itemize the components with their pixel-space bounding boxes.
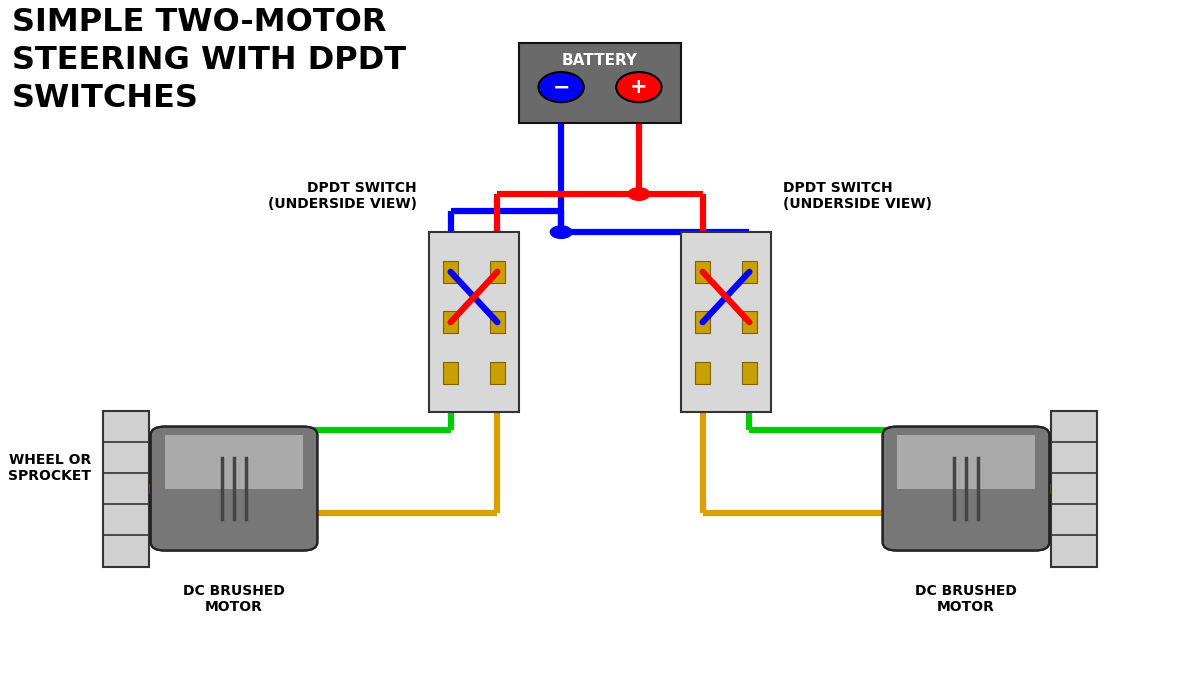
FancyBboxPatch shape — [695, 261, 710, 283]
FancyBboxPatch shape — [898, 435, 1034, 489]
FancyBboxPatch shape — [520, 43, 682, 123]
Text: SIMPLE TWO-MOTOR
STEERING WITH DPDT
SWITCHES: SIMPLE TWO-MOTOR STEERING WITH DPDT SWIT… — [12, 7, 406, 114]
Text: DPDT SWITCH
(UNDERSIDE VIEW): DPDT SWITCH (UNDERSIDE VIEW) — [784, 181, 932, 211]
Circle shape — [628, 188, 649, 200]
FancyBboxPatch shape — [682, 232, 772, 412]
Bar — [1051, 410, 1097, 567]
FancyBboxPatch shape — [695, 311, 710, 333]
Text: WHEEL OR
SPROCKET: WHEEL OR SPROCKET — [8, 453, 91, 483]
FancyBboxPatch shape — [883, 427, 1050, 551]
FancyBboxPatch shape — [742, 261, 757, 283]
FancyBboxPatch shape — [443, 311, 458, 333]
Text: DC BRUSHED
MOTOR: DC BRUSHED MOTOR — [916, 584, 1016, 614]
FancyBboxPatch shape — [430, 232, 520, 412]
FancyBboxPatch shape — [490, 261, 505, 283]
Bar — [103, 410, 149, 567]
Text: DC BRUSHED
MOTOR: DC BRUSHED MOTOR — [184, 584, 284, 614]
Text: DPDT SWITCH
(UNDERSIDE VIEW): DPDT SWITCH (UNDERSIDE VIEW) — [268, 181, 418, 211]
FancyBboxPatch shape — [490, 362, 505, 383]
FancyBboxPatch shape — [151, 427, 318, 551]
FancyBboxPatch shape — [166, 435, 302, 489]
Circle shape — [551, 226, 572, 238]
FancyBboxPatch shape — [490, 311, 505, 333]
Text: −: − — [552, 77, 570, 97]
FancyBboxPatch shape — [695, 362, 710, 383]
FancyBboxPatch shape — [742, 362, 757, 383]
Text: BATTERY: BATTERY — [562, 53, 638, 69]
Ellipse shape — [539, 72, 583, 102]
FancyBboxPatch shape — [742, 311, 757, 333]
FancyBboxPatch shape — [443, 362, 458, 383]
FancyBboxPatch shape — [443, 261, 458, 283]
Text: +: + — [630, 77, 648, 97]
Ellipse shape — [617, 72, 661, 102]
